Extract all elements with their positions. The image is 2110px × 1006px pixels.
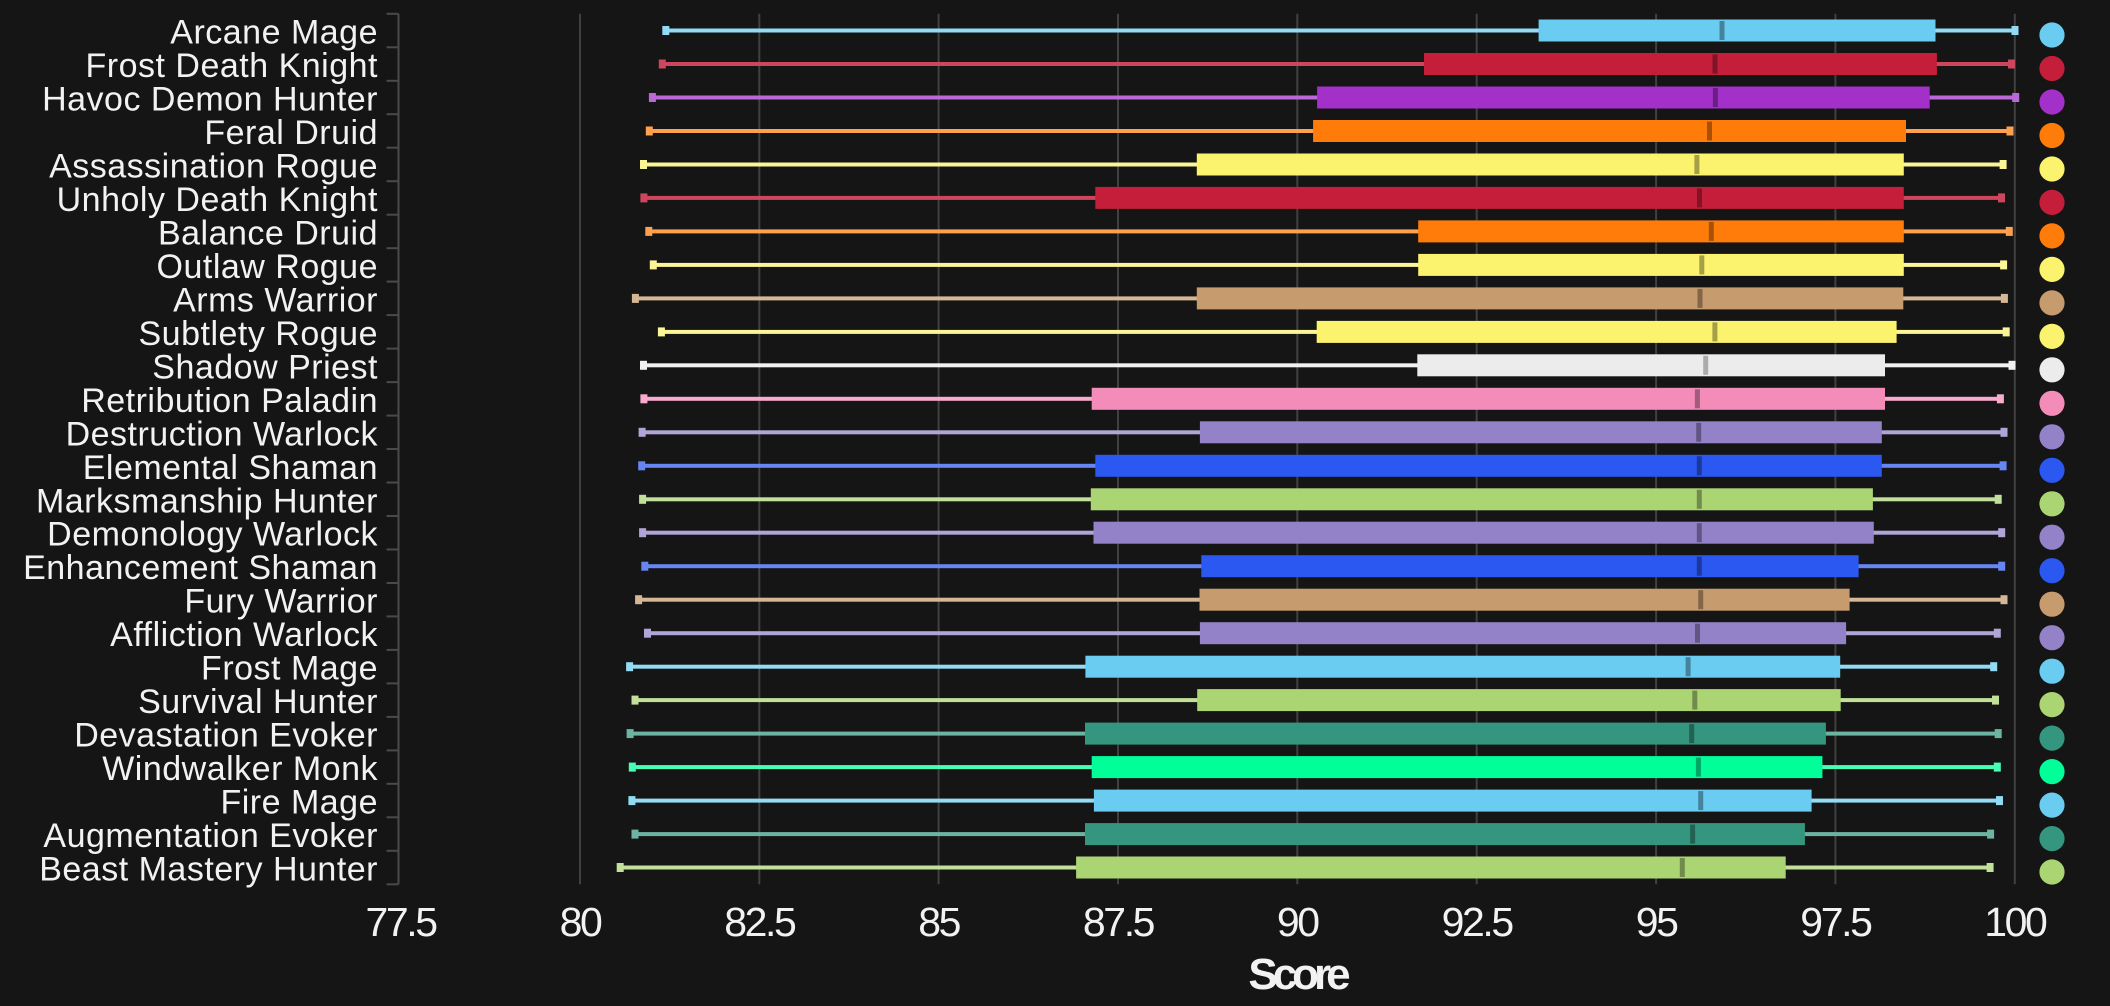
svg-text:100: 100 <box>1984 899 2047 945</box>
svg-text:87.5: 87.5 <box>1083 899 1155 945</box>
svg-text:Score: Score <box>1248 950 1349 999</box>
svg-text:97.5: 97.5 <box>1800 899 1872 945</box>
svg-text:Survival Hunter: Survival Hunter <box>138 683 378 721</box>
svg-text:95: 95 <box>1636 899 1678 945</box>
svg-text:85: 85 <box>918 899 960 945</box>
svg-text:80: 80 <box>560 899 602 945</box>
svg-text:Enhancement Shaman: Enhancement Shaman <box>23 549 378 587</box>
svg-text:Fury Warrior: Fury Warrior <box>184 583 378 621</box>
svg-text:Balance Druid: Balance Druid <box>158 214 378 252</box>
svg-text:Feral Druid: Feral Druid <box>204 114 378 152</box>
svg-text:Marksmanship Hunter: Marksmanship Hunter <box>36 482 378 520</box>
svg-text:Frost Death Knight: Frost Death Knight <box>86 47 379 85</box>
svg-text:Windwalker Monk: Windwalker Monk <box>102 750 378 788</box>
svg-text:Outlaw Rogue: Outlaw Rogue <box>157 248 378 286</box>
svg-text:Arcane Mage: Arcane Mage <box>170 14 378 52</box>
svg-text:Havoc Demon Hunter: Havoc Demon Hunter <box>42 81 378 119</box>
svg-text:77.5: 77.5 <box>365 899 437 945</box>
svg-text:Fire Mage: Fire Mage <box>220 784 378 822</box>
svg-text:Beast Mastery Hunter: Beast Mastery Hunter <box>39 851 378 889</box>
svg-text:Retribution Paladin: Retribution Paladin <box>81 382 378 420</box>
svg-text:Subtlety Rogue: Subtlety Rogue <box>139 315 379 353</box>
svg-text:Devastation Evoker: Devastation Evoker <box>74 717 378 755</box>
svg-text:Shadow Priest: Shadow Priest <box>152 348 378 386</box>
svg-text:Elemental Shaman: Elemental Shaman <box>83 449 378 487</box>
svg-text:Arms Warrior: Arms Warrior <box>173 281 378 319</box>
svg-text:Augmentation Evoker: Augmentation Evoker <box>43 817 378 855</box>
svg-text:82.5: 82.5 <box>724 899 796 945</box>
svg-text:Frost Mage: Frost Mage <box>201 650 378 688</box>
svg-text:Affliction Warlock: Affliction Warlock <box>110 616 378 654</box>
svg-text:Destruction Warlock: Destruction Warlock <box>66 415 379 453</box>
svg-text:Unholy Death Knight: Unholy Death Knight <box>57 181 378 219</box>
svg-text:Assassination Rogue: Assassination Rogue <box>49 148 378 186</box>
svg-text:92.5: 92.5 <box>1442 899 1514 945</box>
svg-text:Demonology Warlock: Demonology Warlock <box>47 516 378 554</box>
svg-text:90: 90 <box>1277 899 1319 945</box>
